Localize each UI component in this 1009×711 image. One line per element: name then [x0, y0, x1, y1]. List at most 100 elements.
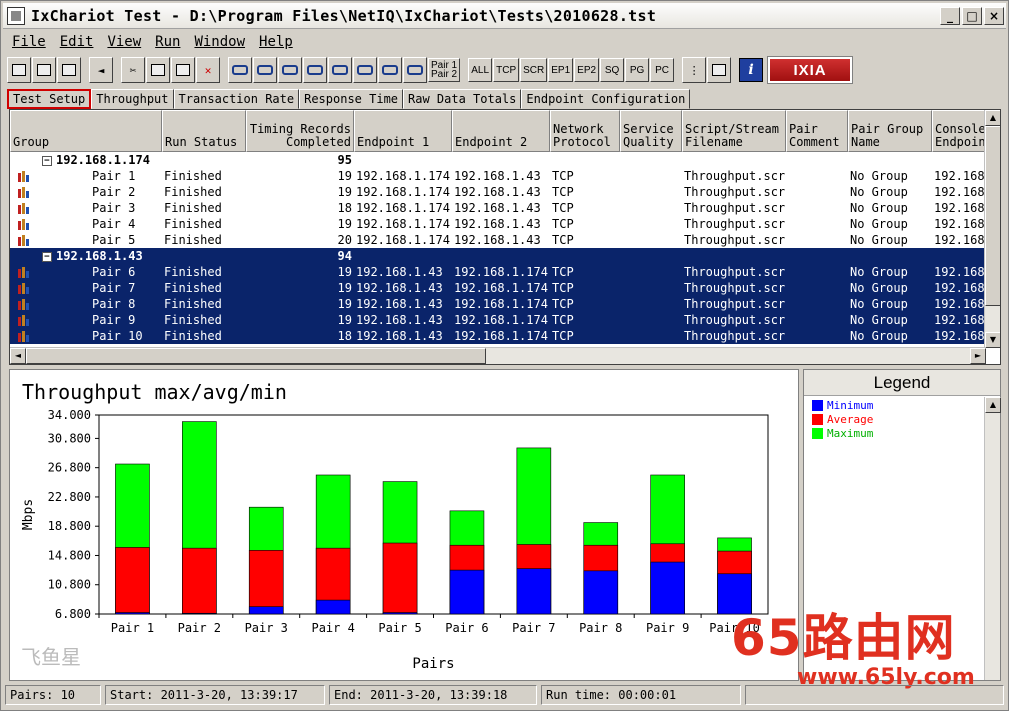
menu-file[interactable]: File — [12, 34, 46, 50]
pair-icon — [18, 283, 30, 294]
scroll-up-icon[interactable]: ▲ — [985, 110, 1000, 126]
add-group-icon[interactable] — [278, 57, 302, 83]
tab-throughput[interactable]: Throughput — [91, 89, 174, 109]
scroll-left-icon[interactable]: ◄ — [10, 348, 26, 364]
filter-ep2-button[interactable]: EP2 — [574, 58, 600, 82]
tab-test-setup[interactable]: Test Setup — [7, 89, 92, 109]
network-icon[interactable] — [403, 57, 427, 83]
add-pair-icon[interactable] — [228, 57, 252, 83]
columns-icon[interactable]: ⋮ — [682, 57, 707, 83]
tab-endpoint-configuration[interactable]: Endpoint Configuration — [521, 89, 691, 109]
filter-ep1-button[interactable]: EP1 — [548, 58, 574, 82]
x-tick-label: Pair 7 — [512, 621, 555, 635]
link-icon[interactable] — [378, 57, 402, 83]
filter-all-button[interactable]: ALL — [468, 58, 493, 82]
delete-icon[interactable]: ✕ — [196, 57, 220, 83]
filter-pg-button[interactable]: PG — [625, 58, 650, 82]
pair-row[interactable]: Pair 9 Finished 19 192.168.1.43 192.168.1.17… — [10, 312, 986, 328]
pair-row[interactable]: Pair 5 Finished 20 192.168.1.174 192.168.1.4… — [10, 232, 986, 248]
pair-row[interactable]: Pair 10 Finished 18 192.168.1.43 192.168.1.1… — [10, 328, 986, 344]
script-filename: Throughput.scr — [684, 297, 786, 311]
y-tick-label: 18.800 — [48, 519, 91, 533]
tab-transaction-rate[interactable]: Transaction Rate — [173, 89, 300, 109]
chart-panel: Throughput max/avg/min 34.000 30.800 26.80… — [9, 369, 799, 681]
status-pairs: Pairs: 10 — [5, 685, 101, 705]
tab-raw-data-totals[interactable]: Raw Data Totals — [403, 89, 522, 109]
pair-row[interactable]: Pair 6 Finished 19 192.168.1.43 192.168.1.17… — [10, 264, 986, 280]
grid-vertical-scrollbar[interactable]: ▲ ▼ — [984, 110, 1000, 348]
ixia-logo[interactable]: IXIA — [767, 56, 854, 84]
filter-sq-button[interactable]: SQ — [600, 58, 625, 82]
scroll-right-icon[interactable]: ► — [970, 348, 986, 364]
scroll-down-icon[interactable]: ▼ — [985, 332, 1000, 348]
pair-row[interactable]: Pair 2 Finished 19 192.168.1.174 192.168.1.4… — [10, 184, 986, 200]
run-status: Finished — [164, 217, 222, 231]
swap-endpoints-icon[interactable] — [353, 57, 377, 83]
save-icon[interactable] — [7, 57, 31, 83]
pair-pair-button[interactable]: Pair 1 Pair 2 — [428, 58, 461, 82]
column-header[interactable]: Group — [10, 110, 162, 152]
add-multicast-icon[interactable] — [253, 57, 277, 83]
scroll-thumb-horizontal[interactable] — [26, 348, 486, 364]
info-icon[interactable]: i — [739, 58, 764, 82]
run-icon[interactable] — [57, 57, 81, 83]
pair-row[interactable]: Pair 7 Finished 19 192.168.1.43 192.168.1.17… — [10, 280, 986, 296]
pair-row[interactable]: Pair 8 Finished 19 192.168.1.43 192.168.1.17… — [10, 296, 986, 312]
group-row[interactable]: −192.168.1.174 95 — [10, 152, 986, 168]
filter-scr-button[interactable]: SCR — [520, 58, 548, 82]
menu-window[interactable]: Window — [194, 34, 246, 50]
bar-minimum — [449, 569, 485, 615]
column-header[interactable]: Script/Stream Filename — [682, 110, 786, 152]
column-header[interactable]: Timing Records Completed — [246, 110, 354, 152]
group-row[interactable]: −192.168.1.43 94 — [10, 248, 986, 264]
grid-horizontal-scrollbar[interactable]: ◄ ► — [10, 347, 986, 364]
maximize-button[interactable]: □ — [962, 6, 982, 25]
menu-view[interactable]: View — [107, 34, 142, 50]
network-protocol: TCP — [552, 297, 574, 311]
watermark-logo: 65路由网 — [731, 609, 956, 667]
minimize-button[interactable]: _ — [940, 6, 960, 25]
filter-pc-button[interactable]: PC — [650, 58, 675, 82]
column-header[interactable]: Endpoint 2 — [452, 110, 550, 152]
copy-icon[interactable] — [146, 57, 170, 83]
print-icon[interactable] — [32, 57, 56, 83]
pair-name: Pair 8 — [92, 297, 136, 311]
column-header[interactable]: Network Protocol — [550, 110, 620, 152]
column-header[interactable]: Pair Group Name — [848, 110, 932, 152]
pair-row[interactable]: Pair 4 Finished 19 192.168.1.174 192.168.1.4… — [10, 216, 986, 232]
paste-icon[interactable] — [171, 57, 195, 83]
edit-pair-icon[interactable] — [303, 57, 327, 83]
status-start: Start: 2011-3-20, 13:39:17 — [105, 685, 325, 705]
menu-edit[interactable]: Edit — [59, 34, 94, 50]
menu-run[interactable]: Run — [155, 34, 181, 50]
console-endpoint: 192.168 — [934, 297, 985, 311]
network-protocol: TCP — [552, 313, 574, 327]
group-name-cell: −192.168.1.174 — [10, 152, 246, 168]
legend-label: Minimum — [827, 398, 874, 412]
column-header[interactable]: Pair Comment — [786, 110, 848, 152]
timing-records: 18 — [337, 329, 352, 343]
close-button[interactable]: × — [984, 6, 1004, 25]
pair-group-name: No Group — [850, 297, 908, 311]
tab-response-time[interactable]: Response Time — [299, 89, 404, 109]
pair-row[interactable]: Pair 3 Finished 18 192.168.1.174 192.168.1.4… — [10, 200, 986, 216]
menu-help[interactable]: Help — [259, 34, 293, 50]
cut-icon[interactable]: ✂ — [121, 57, 145, 83]
pair-row[interactable]: Pair 1 Finished 19 192.168.1.174 192.168.1.4… — [10, 168, 986, 184]
legend-scrollbar[interactable]: ▲ — [984, 397, 1001, 680]
scroll-up-icon[interactable]: ▲ — [985, 397, 1001, 413]
back-icon[interactable]: ◄ — [89, 57, 113, 83]
bar-minimum — [650, 561, 685, 615]
network-protocol: TCP — [552, 281, 574, 295]
collapse-icon[interactable]: − — [42, 155, 52, 166]
filter-tcp-button[interactable]: TCP — [493, 58, 520, 82]
scroll-thumb[interactable] — [985, 126, 1000, 306]
notes-icon[interactable] — [707, 57, 732, 83]
column-header[interactable]: Run Status — [162, 110, 246, 152]
pair-group-name: No Group — [850, 217, 908, 231]
column-header[interactable]: Service Quality — [620, 110, 682, 152]
collapse-icon[interactable]: − — [42, 251, 52, 262]
column-header[interactable]: Endpoint 1 — [354, 110, 452, 152]
column-header[interactable]: Console Endpoint — [932, 110, 986, 152]
replicate-pair-icon[interactable] — [328, 57, 352, 83]
